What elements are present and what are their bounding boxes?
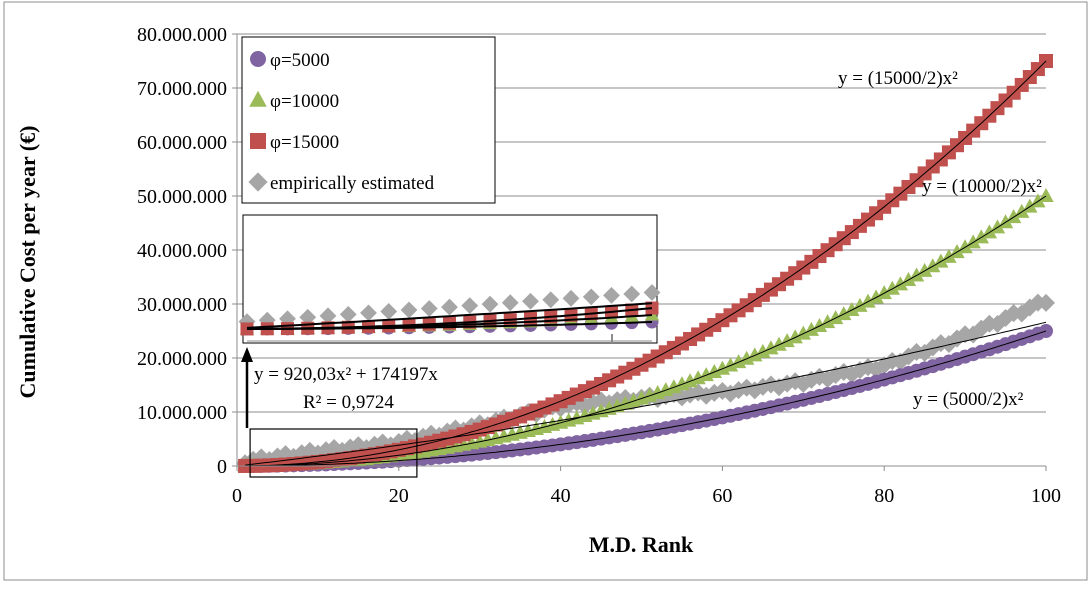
x-tick-label: 40: [551, 485, 571, 507]
series-point: [645, 301, 659, 315]
series-point: [755, 343, 771, 358]
trendline: [245, 330, 1047, 467]
trendline: [245, 60, 1047, 467]
series-point: [248, 172, 268, 192]
series-point: [501, 294, 519, 312]
inset-trendline: [246, 307, 653, 330]
y-tick-label: 80.000.000: [137, 24, 227, 46]
y-tick-label: 20.000.000: [137, 348, 227, 370]
series-point: [787, 329, 803, 344]
series-point: [481, 295, 499, 313]
equation-label: y = 920,03x² + 174197x: [254, 364, 438, 385]
empirical-fit-line: [245, 321, 1047, 466]
zoom-arrowhead: [241, 347, 253, 362]
series-point: [400, 301, 418, 319]
series-point: [380, 303, 398, 320]
series-point: [779, 333, 795, 348]
legend-label: φ=15000: [270, 132, 339, 153]
y-axis-title: Cumulative Cost per year (€): [15, 126, 40, 399]
trendline: [245, 195, 1047, 467]
series-point: [827, 310, 844, 325]
zoom-region-box: [249, 428, 418, 478]
annotations: y = (15000/2)x² y = (10000/2)x² y = (5000/…: [254, 68, 1042, 413]
y-tick-label: 10.000.000: [137, 402, 227, 424]
legend-label: φ=10000: [270, 91, 339, 112]
axes: 0 10.000.000 20.000.000 30.000.000 40.000.00…: [137, 24, 1061, 507]
legend-box: [241, 36, 496, 204]
series-point: [603, 287, 620, 304]
y-tick-label: 40.000.000: [137, 240, 227, 262]
series-point: [811, 317, 828, 332]
series-point: [461, 297, 479, 315]
series-point: [623, 285, 641, 303]
y-tick-label: 50.000.000: [137, 186, 227, 208]
y-tick-label: 70.000.000: [137, 78, 227, 100]
series-point: [522, 292, 539, 310]
x-tick-label: 20: [389, 485, 409, 507]
series-point: [339, 305, 357, 323]
series-point: [1037, 293, 1055, 312]
series-point: [441, 298, 458, 316]
legend: φ=5000 φ=10000 φ=15000 empirically estimate…: [241, 36, 496, 204]
x-axis-title: M.D. Rank: [589, 532, 694, 557]
equation-label: R² = 0,9724: [303, 392, 394, 413]
equation-label: y = (15000/2)x²: [838, 68, 958, 89]
legend-label: φ=5000: [270, 50, 330, 71]
series-point: [836, 306, 852, 321]
x-tick-label: 60: [712, 485, 732, 507]
series-point: [771, 336, 787, 351]
series-point: [643, 284, 661, 301]
series-point: [562, 289, 580, 307]
y-tick-label: 30.000.000: [137, 294, 227, 316]
series-point: [803, 321, 820, 336]
series-point: [795, 325, 811, 340]
series-point: [420, 300, 438, 317]
series-point: [319, 307, 337, 325]
series-point: [249, 90, 267, 107]
series-point: [250, 51, 266, 67]
equation-label: y = (10000/2)x²: [922, 176, 1042, 197]
inset-zoom: [238, 214, 661, 478]
x-tick-label: 0: [232, 485, 242, 507]
y-tick-label: 0: [217, 456, 227, 478]
series-point: [542, 291, 560, 309]
x-tick-label: 100: [1031, 485, 1061, 507]
series-point: [819, 314, 836, 329]
equation-label: y = (5000/2)x²: [913, 389, 1024, 410]
series-point: [250, 133, 266, 149]
inset-fit-line: [246, 302, 653, 329]
series-point: [360, 304, 377, 322]
series-point: [582, 288, 600, 306]
y-tick-label: 60.000.000: [137, 132, 227, 154]
x-tick-label: 80: [874, 485, 894, 507]
series-point: [763, 340, 779, 355]
series-point: [299, 308, 317, 326]
legend-label: empirically estimated: [270, 173, 435, 194]
